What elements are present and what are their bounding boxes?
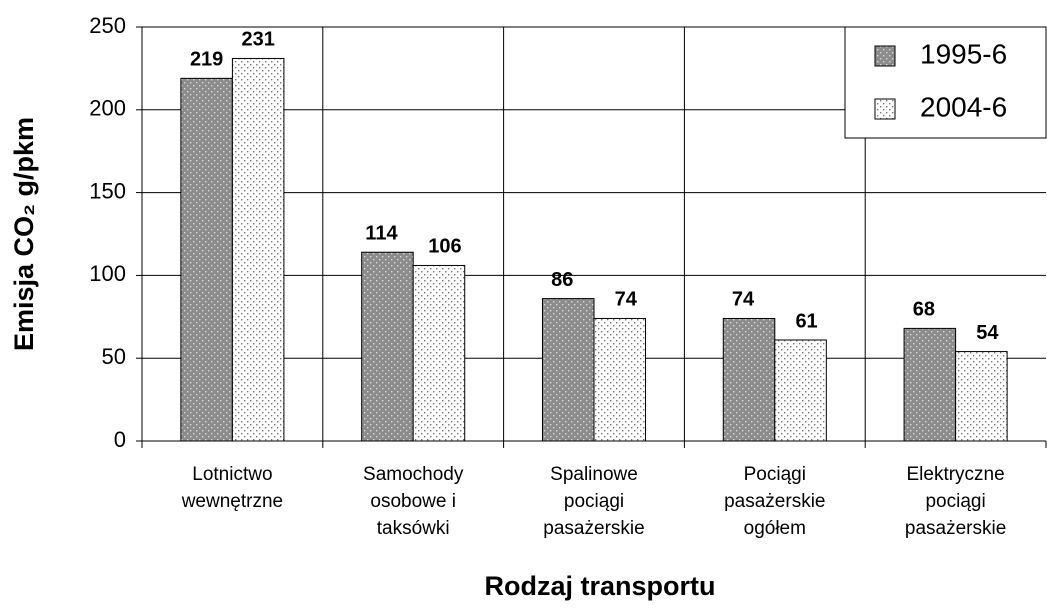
bar <box>231 57 285 442</box>
x-tick-label: Samochody <box>363 464 464 485</box>
x-tick-label: pociągi <box>925 491 985 512</box>
x-tick-label: ogółem <box>744 518 806 539</box>
value-label: 86 <box>551 269 573 291</box>
x-tick-label: wewnętrzne <box>181 491 283 512</box>
value-label: 61 <box>795 310 817 332</box>
y-tick-label: 100 <box>89 261 126 286</box>
legend-label: 2004-6 <box>920 91 1007 122</box>
x-tick-label: Elektryczne <box>906 464 1004 485</box>
x-tick-label: Pociągi <box>744 464 806 485</box>
x-tick-label: pasażerskie <box>543 518 644 539</box>
value-label: 114 <box>365 222 398 244</box>
bar <box>412 264 466 442</box>
bar <box>541 298 595 442</box>
x-tick-label: pociągi <box>564 491 624 512</box>
x-tick-label: taksówki <box>377 518 450 539</box>
legend-label: 1995-6 <box>920 38 1007 69</box>
legend-swatch <box>874 45 896 67</box>
y-tick-label: 200 <box>89 96 126 121</box>
y-axis-label: Emisja CO₂ g/pkm <box>9 117 39 351</box>
y-tick-label: 50 <box>102 344 126 369</box>
bar <box>903 327 957 442</box>
x-tick-label: osobowe i <box>370 491 456 512</box>
bar <box>722 317 776 442</box>
value-label: 106 <box>428 236 461 258</box>
value-label: 54 <box>976 322 999 344</box>
bar <box>955 351 1008 442</box>
x-axis-label: Rodzaj transportu <box>484 571 715 601</box>
bar <box>361 251 414 442</box>
legend-swatch <box>874 98 896 120</box>
bar <box>774 339 827 442</box>
value-label: 74 <box>615 289 638 311</box>
bar <box>180 77 233 442</box>
value-label: 68 <box>913 299 935 321</box>
value-label: 74 <box>732 289 755 311</box>
x-tick-label: Lotnictwo <box>192 464 272 485</box>
value-label: 219 <box>190 49 223 71</box>
y-tick-label: 250 <box>89 13 126 38</box>
y-tick-label: 150 <box>89 178 126 203</box>
x-tick-label: Spalinowe <box>550 464 638 485</box>
x-tick-label: pasażerskie <box>905 518 1006 539</box>
value-label: 231 <box>241 29 274 51</box>
y-tick-label: 0 <box>114 427 126 452</box>
bar <box>593 317 647 442</box>
x-tick-label: pasażerskie <box>724 491 825 512</box>
